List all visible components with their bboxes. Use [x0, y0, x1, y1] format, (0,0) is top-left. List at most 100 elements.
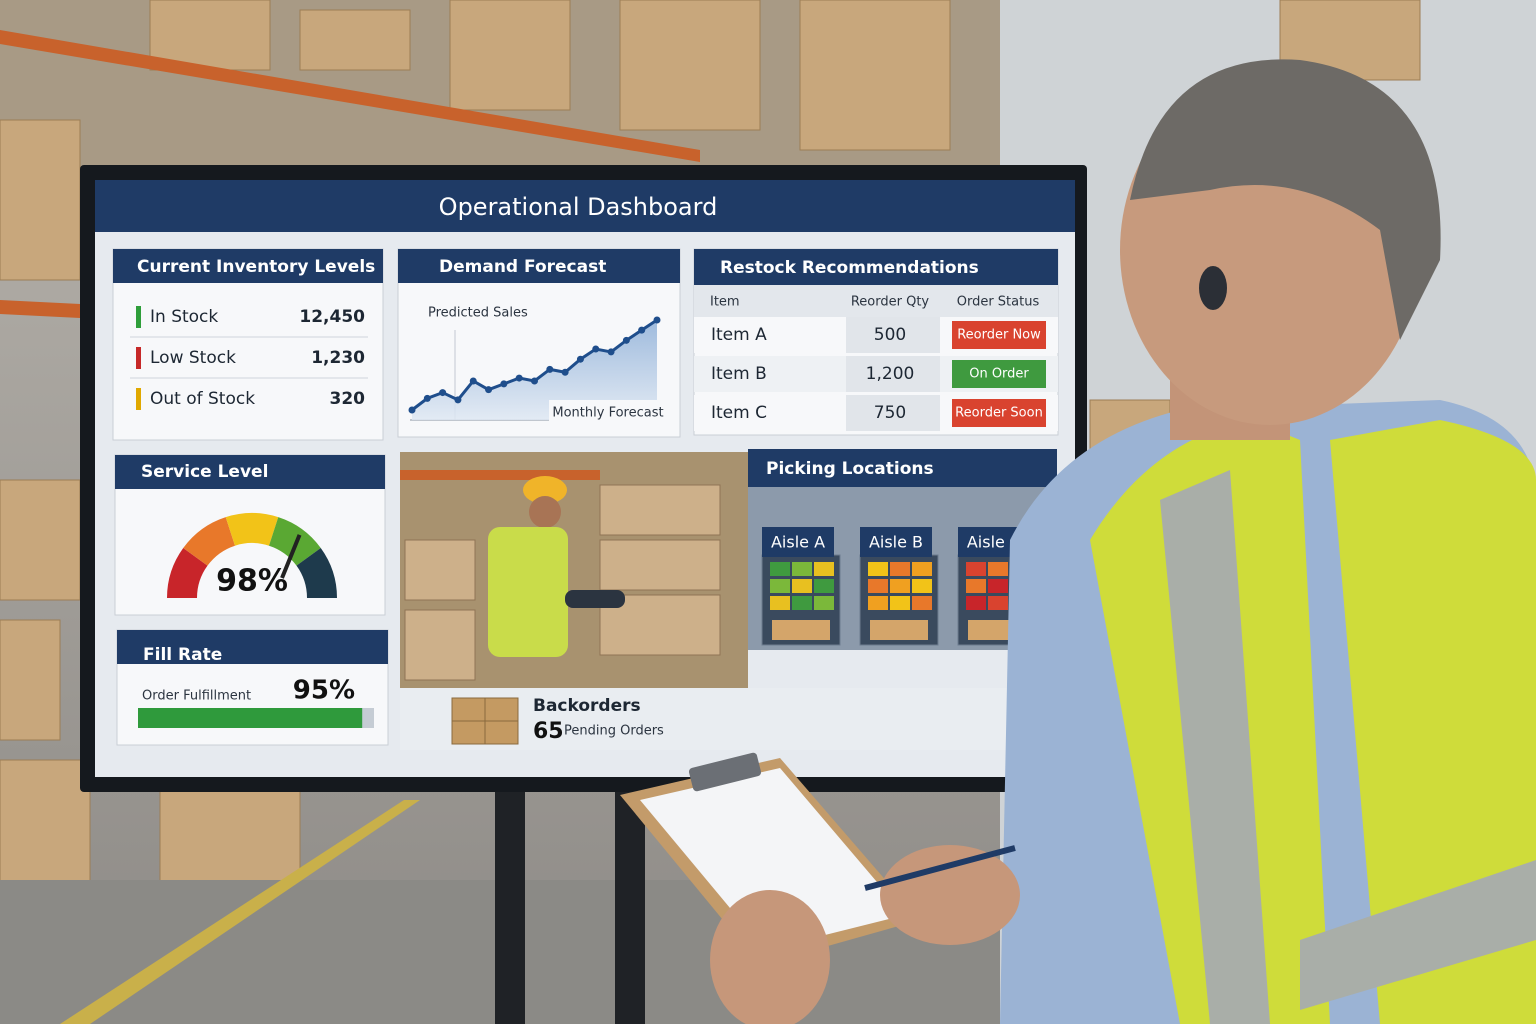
aisle-tag — [860, 527, 932, 557]
panel-header — [115, 455, 385, 489]
hard-hat — [523, 476, 567, 504]
hand — [880, 845, 1020, 945]
column-header: Reorder Qty — [851, 295, 930, 310]
aisle-label: Aisle B — [869, 533, 923, 552]
forecast-point — [500, 380, 508, 388]
pallet — [772, 620, 830, 640]
column-header: Item — [710, 295, 740, 310]
orange-beams — [0, 30, 700, 318]
bin — [814, 596, 834, 610]
forecast-point — [408, 406, 416, 414]
status-badge — [952, 360, 1046, 388]
inventory-rows: In Stock 12,450 Low Stock 1,230 Out of Stock… — [130, 306, 368, 410]
qty-cell — [846, 356, 940, 392]
gauge-segment — [296, 548, 337, 598]
bin — [912, 596, 932, 610]
row-label: Low Stock — [150, 348, 236, 368]
bin — [770, 596, 790, 610]
forecast-area — [412, 320, 657, 420]
legend-box — [549, 400, 667, 426]
clipboard-paper — [640, 768, 905, 950]
feed-beam — [400, 470, 600, 480]
status: On Order — [969, 367, 1029, 382]
hair — [1130, 59, 1441, 340]
status-marker — [136, 306, 141, 328]
bin — [890, 579, 910, 593]
panel-title: Service Level — [141, 462, 268, 482]
aisle-label: Aisle A — [771, 533, 825, 552]
row-value: 1,230 — [311, 348, 365, 368]
qty-cell — [846, 395, 940, 431]
panel-header — [748, 449, 1057, 487]
forecast-point — [546, 365, 554, 373]
bin — [792, 579, 812, 593]
pallet — [870, 620, 928, 640]
status-marker — [136, 347, 141, 369]
progress — [138, 708, 363, 728]
stand — [495, 770, 525, 1024]
pen — [864, 845, 1016, 891]
panel-title: Restock Recommendations — [720, 258, 979, 278]
item: Item B — [711, 364, 767, 384]
item: Item C — [711, 403, 767, 423]
reflective-stripe — [1160, 470, 1270, 1024]
aisles: Aisle A Aisle B Aisle C — [761, 527, 1037, 646]
qty: 500 — [874, 325, 906, 345]
forecast-chart — [408, 316, 661, 420]
qty: 1,200 — [866, 364, 915, 384]
item: Item A — [711, 325, 767, 345]
bin — [890, 562, 910, 576]
gauge-segment — [167, 548, 208, 598]
status-badge — [952, 399, 1046, 427]
forecast-point — [531, 377, 538, 385]
forecast-point — [622, 336, 630, 344]
bin — [792, 562, 812, 576]
forecast-point — [469, 377, 477, 385]
forecast-point — [515, 374, 523, 382]
bin — [966, 562, 986, 576]
gauge-segment — [225, 513, 279, 546]
backorder-count: 65 — [533, 719, 564, 744]
bin — [868, 579, 888, 593]
forecast-point — [485, 386, 493, 394]
dashboard-title: Operational Dashboard — [439, 193, 718, 221]
forecast-point — [653, 316, 661, 324]
gauge-needle — [280, 534, 302, 579]
qty: 750 — [874, 403, 906, 423]
title-bar — [95, 180, 1075, 232]
gauge — [167, 513, 337, 598]
bin — [792, 596, 812, 610]
row-label: In Stock — [150, 307, 218, 327]
panel-title: Current Inventory Levels — [137, 257, 375, 277]
chart-subtitle: Predicted Sales — [428, 306, 528, 321]
worker-head — [529, 496, 561, 528]
forecast-point — [607, 348, 615, 356]
aisle-tag — [762, 527, 834, 557]
bin — [868, 596, 888, 610]
bin — [966, 596, 986, 610]
backorder-label: Pending Orders — [564, 724, 664, 739]
restock-rows: Item A 500 Reorder Now Item B 1,200 On Order I… — [694, 317, 1058, 431]
bin — [912, 579, 932, 593]
status-badge — [952, 321, 1046, 349]
progress-bar — [138, 708, 363, 728]
status-marker — [136, 388, 141, 410]
row-label: Out of Stock — [150, 389, 255, 409]
reflective-stripe — [1300, 860, 1536, 1010]
panel-header — [113, 249, 383, 283]
table-header — [694, 285, 1058, 317]
aisle-label: Aisle C — [967, 533, 1021, 552]
legend: Monthly Forecast — [552, 406, 663, 421]
panel-header — [117, 630, 388, 664]
forecast-point — [638, 326, 646, 334]
qty-cell — [846, 317, 940, 353]
forecast-point — [576, 355, 584, 363]
bin — [912, 562, 932, 576]
bin — [988, 562, 1008, 576]
backorder-title: Backorders — [533, 696, 641, 716]
feed-boxes — [404, 484, 721, 681]
status: Reorder Soon — [955, 406, 1043, 421]
panel-header — [398, 249, 680, 283]
